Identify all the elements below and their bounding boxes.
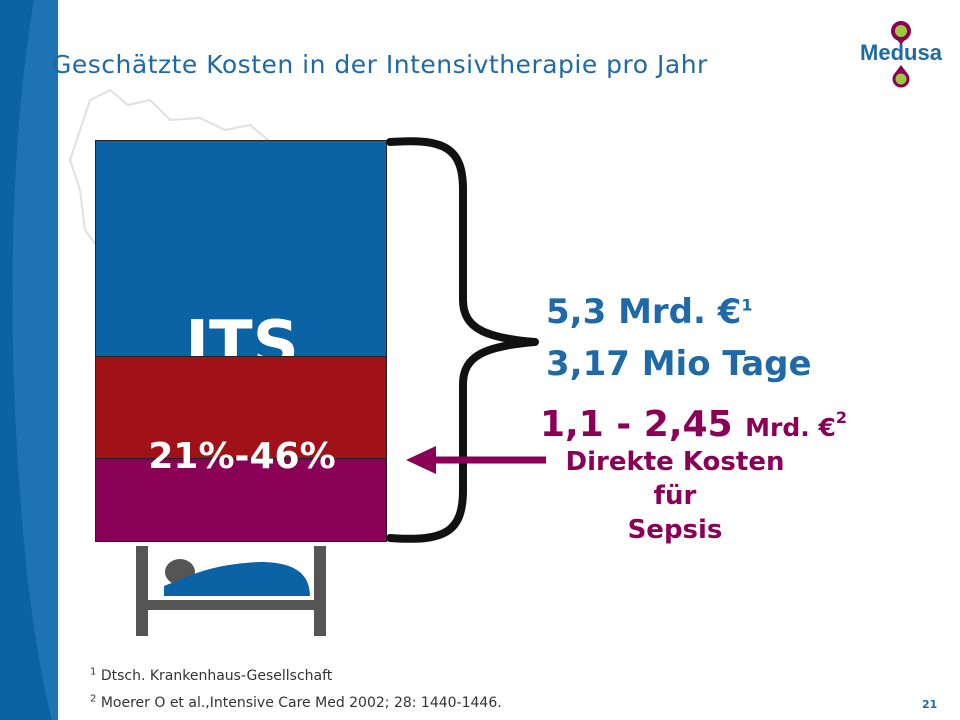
sepsis-desc-line2: Sepsis bbox=[627, 515, 723, 545]
sepsis-share-label: 21%-46% bbox=[148, 436, 336, 477]
left-decorative-band bbox=[0, 0, 58, 720]
hospital-bed-icon bbox=[136, 546, 326, 636]
curly-brace bbox=[386, 137, 539, 543]
sepsis-ref: 2 bbox=[835, 408, 847, 427]
sepsis-segment-red bbox=[95, 356, 387, 460]
footnote-1-text: Dtsch. Krankenhaus-Gesellschaft bbox=[100, 668, 333, 684]
sepsis-cost-block: 1,1 - 2,45 Mrd. €2 Direkte Kosten für Se… bbox=[540, 404, 847, 547]
total-cost: 5,3 Mrd. €1 bbox=[546, 292, 753, 332]
total-days: 3,17 Mio Tage bbox=[546, 344, 812, 384]
footnote-1: 1 Dtsch. Krankenhaus-Gesellschaft bbox=[90, 666, 333, 684]
sepsis-segment-purple bbox=[95, 458, 387, 542]
its-label: ITS bbox=[185, 308, 299, 356]
logo-text: Medusa bbox=[860, 40, 942, 65]
its-segment bbox=[95, 140, 387, 358]
total-cost-value: 5,3 Mrd. € bbox=[546, 292, 742, 332]
footnote-1-ref: 1 bbox=[90, 666, 97, 678]
slide-title: Geschätzte Kosten in der Intensivtherapi… bbox=[52, 50, 708, 79]
footnote-2: 2 Moerer O et al.,Intensive Care Med 200… bbox=[90, 693, 502, 711]
sepsis-desc-line1: Direkte Kosten für bbox=[565, 447, 785, 511]
medusa-logo: Medusa bbox=[856, 20, 946, 90]
arrow-left-icon bbox=[406, 446, 546, 474]
cost-stacked-bar: ITS 21%-46% bbox=[95, 140, 389, 542]
page-number: 21 bbox=[922, 698, 938, 711]
sepsis-range-value: 1,1 - 2,45 bbox=[540, 404, 733, 445]
medusa-logo-pin-icon bbox=[891, 21, 911, 88]
sepsis-cost-range: 1,1 - 2,45 Mrd. €2 bbox=[540, 404, 847, 445]
total-cost-ref: 1 bbox=[741, 295, 753, 315]
footnote-2-ref: 2 bbox=[90, 693, 97, 705]
footnote-2-text: Moerer O et al.,Intensive Care Med 2002;… bbox=[100, 695, 502, 711]
sepsis-range-unit: Mrd. € bbox=[745, 413, 836, 442]
